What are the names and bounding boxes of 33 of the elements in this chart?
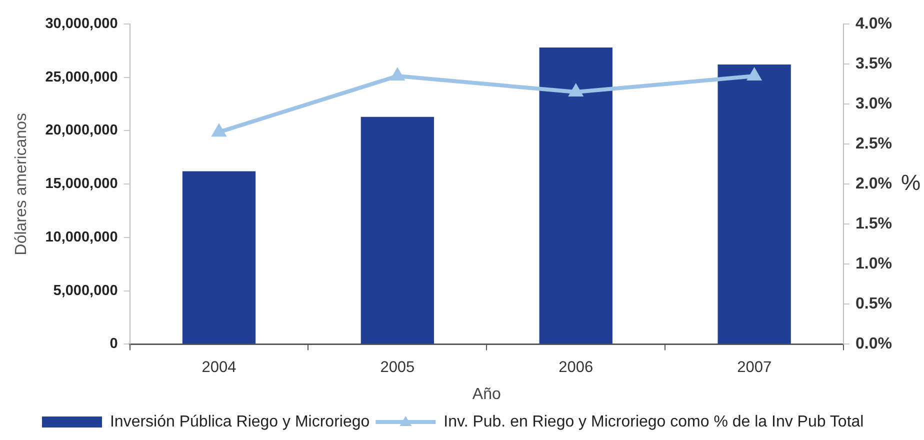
x-axis-title: Año — [472, 386, 501, 403]
x-tick-label: 2007 — [737, 358, 772, 376]
y-tick-label: 10,000,000 — [45, 229, 118, 246]
y-tick-label: 5,000,000 — [53, 282, 118, 299]
bar — [539, 47, 612, 344]
point — [390, 67, 406, 81]
y-tick-label: 30,000,000 — [45, 16, 118, 32]
y2-axis-title: % — [901, 170, 921, 196]
y2-tick-label: 2.0% — [856, 176, 892, 193]
bar — [182, 171, 256, 344]
point — [746, 67, 762, 81]
y2-tick-label: 0.0% — [856, 336, 892, 353]
y-tick-label: 15,000,000 — [45, 176, 118, 192]
y-axis-title: Dólares americanos — [13, 112, 30, 256]
legend-label: Inv. Pub. en Riego y Microriego como % de la Inv Pub Total — [444, 413, 864, 430]
y2-tick-label: 1.0% — [856, 256, 892, 273]
point — [568, 83, 584, 97]
x-tick-label: 2005 — [380, 358, 415, 376]
y2-tick-label: 1.5% — [856, 216, 892, 233]
point — [211, 123, 227, 137]
y2-tick-label: 3.0% — [856, 95, 892, 112]
x-tick-label: 2006 — [558, 358, 594, 376]
x-tick-label: 2004 — [202, 358, 237, 376]
y-tick-label: 25,000,000 — [45, 69, 118, 86]
y2-tick-label: 2.5% — [856, 135, 892, 152]
y2-tick-label: 3.5% — [856, 55, 892, 72]
y-tick-label: 20,000,000 — [45, 122, 118, 139]
y2-tick-label: 4.0% — [856, 15, 892, 32]
bar — [360, 116, 434, 344]
bar — [718, 64, 791, 344]
y2-tick-label: 0.5% — [856, 296, 892, 313]
legend-label: Inversión Pública Riego y Microriego — [110, 413, 370, 430]
y-tick-label: 0 — [110, 336, 118, 352]
